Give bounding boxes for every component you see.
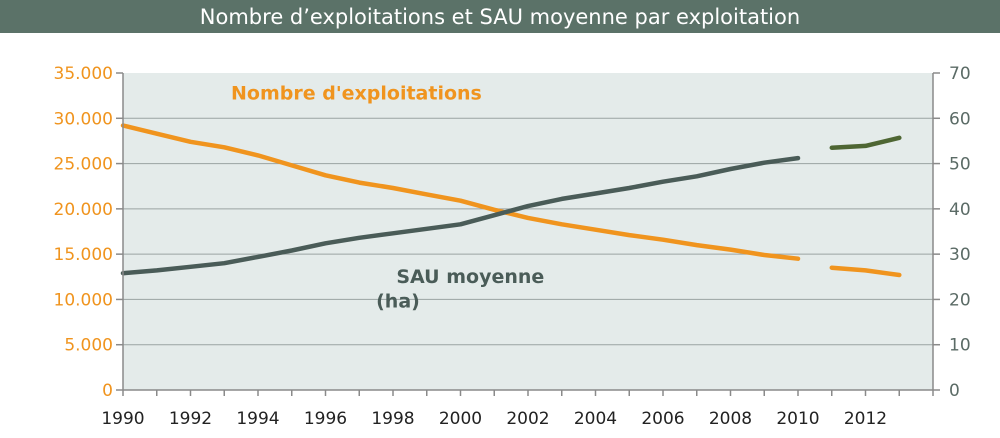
chart-title: Nombre d’exploitations et SAU moyenne pa… [0, 0, 1000, 33]
gridlines [123, 117, 933, 346]
plot-area [123, 73, 933, 390]
right-tick-label: 0 [949, 381, 960, 401]
series-annotation-1: SAU moyenne [396, 266, 544, 288]
x-tick-label: 1994 [236, 409, 279, 429]
right-tick-label: 60 [949, 109, 971, 129]
x-tick-label: 2008 [709, 409, 752, 429]
left-tick-label: 0 [102, 381, 113, 401]
series-annotation-0: Nombre d'exploitations [231, 82, 482, 104]
right-tick-label: 20 [949, 290, 971, 310]
right-tick-label: 40 [949, 200, 971, 220]
left-tick-label: 25.000 [54, 155, 113, 175]
x-tick-label: 2000 [439, 409, 482, 429]
x-tick-label: 1990 [101, 409, 144, 429]
x-axis-ticks: 1990 1992 1994 1996 1998 2000 2002 2004 2006 2008… [101, 390, 934, 429]
x-tick-label: 1992 [169, 409, 212, 429]
left-tick-label: 35.000 [54, 64, 113, 84]
left-tick-label: 5.000 [64, 336, 113, 356]
left-tick-label: 20.000 [54, 200, 113, 220]
x-tick-label: 2006 [641, 409, 684, 429]
right-tick-label: 70 [949, 64, 971, 84]
x-tick-label: 1998 [371, 409, 414, 429]
right-tick-label: 30 [949, 245, 971, 265]
series-annotations: Nombre d'exploitations SAU moyenne (ha) [231, 82, 544, 312]
left-tick-label: 10.000 [54, 290, 113, 310]
series-line-2 [120, 155, 801, 276]
x-tick-label: 2002 [506, 409, 549, 429]
right-tick-label: 10 [949, 336, 971, 356]
series-line-3 [829, 135, 902, 150]
series-lines [120, 123, 902, 278]
left-tick-label: 30.000 [54, 109, 113, 129]
right-axis-ticks: 0 10 20 30 40 50 60 70 [933, 64, 971, 401]
x-tick-label: 1996 [304, 409, 347, 429]
right-tick-label: 50 [949, 155, 971, 175]
chart-title-text: Nombre d’exploitations et SAU moyenne pa… [199, 4, 801, 29]
series-line-1 [829, 265, 902, 278]
series-annotation-2: (ha) [376, 291, 420, 313]
left-tick-label: 15.000 [54, 245, 113, 265]
x-tick-label: 2012 [844, 409, 887, 429]
x-tick-label: 2004 [574, 409, 617, 429]
left-axis-ticks: 0 5.000 10.000 15.000 20.000 25.000 30.000 35.0… [54, 64, 123, 401]
x-tick-label: 2010 [776, 409, 819, 429]
